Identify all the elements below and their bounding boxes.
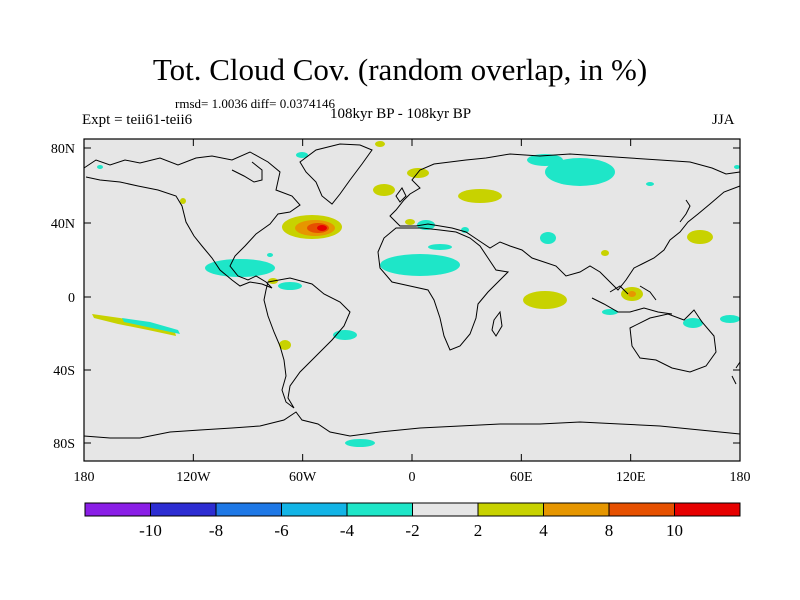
y-tick-label: 80N: [51, 142, 75, 157]
anomaly-patch: [458, 189, 502, 203]
x-axis: 180 120W 60W 0 60E 120E 180: [74, 139, 751, 485]
colorbar-swatch: [281, 502, 348, 517]
anomaly-patch: [602, 309, 618, 315]
x-tick-label: 60W: [289, 470, 317, 485]
colorbar-swatch: [674, 502, 741, 517]
colorbar-label: 4: [539, 521, 548, 540]
antarctica-coast: [83, 411, 741, 439]
new-zealand-coast: [731, 361, 741, 385]
x-tick-label: 60E: [510, 470, 533, 485]
anomaly-patch: [279, 340, 291, 350]
experiment-label: Expt = teii61-teii6: [82, 112, 193, 128]
anomaly-patch: [683, 318, 703, 328]
anomaly-patch: [122, 318, 180, 334]
coastlines: [83, 143, 741, 439]
australia-coast: [629, 309, 717, 373]
eurasia-coast: [389, 153, 741, 291]
anomaly-patch: [601, 250, 609, 256]
anomaly-patch: [317, 225, 327, 231]
anomaly-patch: [380, 254, 460, 276]
japan-coast: [679, 199, 691, 223]
y-tick-label: 0: [68, 291, 75, 306]
colorbar-label: -2: [405, 521, 419, 540]
madagascar-coast: [491, 310, 503, 337]
colorbar-label: -4: [340, 521, 355, 540]
colorbar-label: -10: [139, 521, 162, 540]
colorbar-label: -8: [209, 521, 223, 540]
colorbar-label: -6: [274, 521, 288, 540]
colorbar-swatch: [84, 502, 151, 517]
map-title: Tot. Cloud Cov. (random overlap, in %): [152, 52, 648, 87]
anomaly-patch: [97, 165, 103, 169]
colorbar-swatch: [346, 502, 413, 517]
anomaly-patch: [687, 230, 713, 244]
y-tick-label: 40S: [53, 364, 75, 379]
colorbar-label: 2: [474, 521, 483, 540]
x-tick-label: 120W: [176, 470, 211, 485]
anomaly-patch: [405, 219, 415, 225]
x-tick-label: 0: [409, 470, 416, 485]
anomaly-patch: [267, 253, 273, 257]
anomaly-patch: [646, 182, 654, 186]
colorbar-swatch: [608, 502, 675, 517]
y-tick-label: 40N: [51, 217, 75, 232]
hudson-bay-coast: [231, 161, 263, 183]
anomaly-patch: [734, 165, 740, 169]
anomaly-patch: [375, 141, 385, 147]
anomaly-patch: [523, 291, 567, 309]
x-tick-label: 180: [74, 470, 95, 485]
anomaly-patch: [540, 232, 556, 244]
anomaly-patch: [720, 315, 740, 323]
north-america-coast: [83, 151, 301, 289]
colorbar-swatch: [150, 502, 217, 517]
y-axis: 80N 40N 0 40S 80S: [51, 142, 740, 452]
map-background: [84, 139, 740, 461]
colorbar-swatch: [215, 502, 282, 517]
stats-text: rmsd= 1.0036 diff= 0.0374146: [175, 96, 335, 111]
season-label: JJA: [712, 112, 735, 128]
anomaly-patch: [545, 158, 615, 186]
south-america-coast: [263, 277, 351, 409]
anomaly-patch: [527, 154, 563, 166]
colorbar-label: 10: [666, 521, 683, 540]
x-tick-label: 180: [730, 470, 751, 485]
anomaly-patch: [373, 184, 395, 196]
greenland-coast: [299, 143, 373, 205]
anomaly-patch: [296, 152, 308, 158]
colorbar-swatch: [477, 502, 544, 517]
colorbar: -10 -8 -6 -4 -2 2 4 8 10: [84, 502, 741, 540]
y-tick-label: 80S: [53, 437, 75, 452]
x-tick-label: 120E: [616, 470, 646, 485]
period-label: 108kyr BP - 108kyr BP: [330, 106, 472, 122]
colorbar-swatch: [543, 502, 610, 517]
anomaly-patch: [180, 198, 186, 204]
anomaly-patch: [345, 439, 375, 447]
colorbar-label: 8: [605, 521, 614, 540]
africa-coast: [377, 227, 510, 351]
anomaly-patch: [205, 259, 275, 277]
colorbar-swatch: [412, 502, 479, 517]
anomaly-patch: [278, 282, 302, 290]
indonesia-coast: [591, 285, 673, 315]
anomaly-patch: [628, 291, 636, 297]
anomaly-patch: [92, 314, 176, 336]
uk-coast: [395, 187, 407, 203]
anomaly-patch: [428, 244, 452, 250]
